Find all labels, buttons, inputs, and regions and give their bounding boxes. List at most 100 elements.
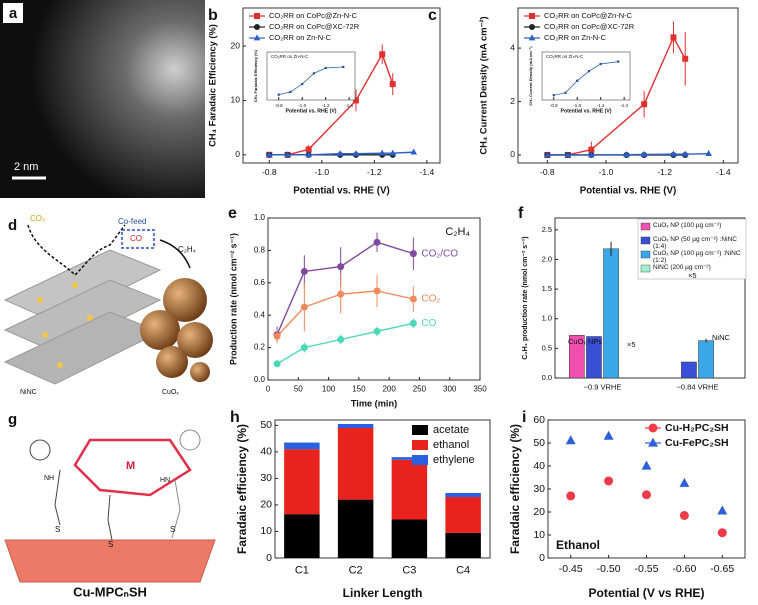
particle — [177, 322, 213, 358]
data-point — [587, 70, 591, 73]
y-axis-title: CH₄ Current Density (mA cm⁻²) — [478, 16, 488, 154]
x-tick-label: 100 — [322, 384, 336, 393]
data-point — [379, 51, 386, 58]
micrograph — [0, 0, 205, 198]
y-tick-label: 0.2 — [254, 343, 266, 352]
x-tick-label: -0.50 — [597, 563, 621, 575]
panel-letter: h — [230, 409, 240, 426]
chart-title: CO₂RR on Zn-N-C — [546, 54, 584, 59]
data-point — [301, 82, 304, 86]
bar — [586, 336, 602, 379]
data-point — [337, 336, 345, 343]
y-tick-label: 0 — [266, 552, 272, 564]
x-tick-label: -1.2 — [657, 167, 672, 177]
x-axis-title: Potential vs. RHE (V) — [580, 186, 677, 197]
data-point — [300, 344, 308, 352]
data-point — [599, 62, 602, 66]
x-tick-label: 300 — [443, 384, 457, 393]
legend-item: CuOₓ NP (100 µg cm⁻²) — [653, 222, 721, 229]
x-tick-label: -1.4 — [420, 167, 435, 177]
data-point — [273, 332, 281, 340]
x-tick-label: C3 — [402, 564, 416, 576]
site — [72, 282, 78, 288]
legend-label: CO₂RR on CoPc@Zn-N-C — [269, 11, 358, 20]
schematic-label: C₂H₄ — [178, 245, 196, 254]
bar-segment — [391, 519, 428, 558]
bar-segment — [284, 449, 320, 515]
data-point — [265, 151, 273, 158]
y-tick-label: 60 — [533, 414, 545, 426]
y-tick-label: 0.6 — [254, 278, 266, 287]
data-point — [565, 435, 576, 445]
data-point — [642, 490, 651, 500]
data-point — [552, 94, 555, 97]
phenyl — [179, 429, 201, 451]
y-tick-label: 1.0 — [254, 213, 266, 222]
x-tick-label: -1.0 — [314, 167, 329, 177]
plot-frame — [541, 51, 631, 101]
y-tick-label: 40 — [260, 446, 272, 458]
data-point — [640, 150, 648, 157]
y-tick-label: 20 — [260, 499, 272, 511]
panel-letter: f — [518, 205, 524, 222]
bar-segment — [391, 457, 428, 460]
legend-label: CO₂RR on CoPc@XC-72R — [269, 22, 360, 31]
x-tick-label: -1.0 — [298, 103, 306, 108]
panel-letter: b — [208, 7, 218, 24]
y-tick-label: 2.0 — [542, 254, 552, 263]
legend-label: ethanol — [433, 439, 469, 451]
panel-letter: g — [8, 411, 17, 428]
phenyl — [29, 439, 51, 461]
x-tick-label: -0.65 — [710, 563, 734, 575]
bar-segment — [284, 514, 320, 558]
data-point — [617, 60, 620, 63]
copper-slab — [4, 539, 216, 583]
x-tick-label: -0.8 — [540, 167, 555, 177]
legend-swatch — [412, 425, 428, 435]
linker — [107, 494, 113, 541]
data-point — [378, 149, 386, 156]
x-tick-label: 150 — [352, 384, 366, 393]
legend-item: CuOₓ NP (100 µg cm⁻²) :NiNC (1:2) — [653, 250, 741, 264]
legend-swatch — [640, 236, 651, 245]
data-point — [670, 34, 677, 41]
series-label: CO₂ — [421, 294, 440, 305]
data-point — [337, 290, 345, 298]
plot-frame — [274, 419, 491, 559]
schematic-label: Co-feed — [118, 217, 146, 226]
data-point — [603, 430, 614, 440]
x-tick-label: 200 — [382, 384, 396, 393]
y-tick-label: 0.0 — [542, 373, 552, 382]
x-tick-label: -0.8 — [550, 103, 558, 108]
schematic-d — [3, 224, 213, 385]
x-tick-label: −0.84 VRHE — [677, 382, 719, 391]
x-tick-label: 0 — [266, 384, 271, 393]
panel-letter: c — [428, 7, 437, 24]
x-tick-label: -0.60 — [672, 563, 696, 575]
series-line — [276, 322, 414, 365]
x-tick-label: -1.2 — [322, 103, 330, 108]
path-arrow — [27, 224, 126, 277]
data-point — [604, 476, 614, 486]
particle — [163, 278, 207, 322]
series-line — [278, 66, 344, 96]
legend-swatch — [640, 250, 651, 259]
panel-letter: a — [9, 5, 18, 22]
x-tick-label: -1.2 — [597, 103, 605, 108]
schematic-label: HN — [160, 477, 170, 484]
bar — [569, 335, 585, 379]
data-point — [312, 72, 316, 75]
data-point — [336, 150, 344, 157]
schematic-label: S — [170, 525, 175, 534]
legend-item: NiNC (200 µg cm⁻²) — [653, 264, 711, 271]
series-label: CO₂/CO — [421, 248, 458, 259]
linker — [54, 469, 61, 526]
data-point — [682, 55, 689, 62]
y-axis-title: Faradaic efficiency (%) — [235, 424, 249, 554]
data-point — [273, 360, 281, 368]
x-tick-label: −0.9 VRHE — [584, 382, 622, 391]
y-axis-title: CH₄ Current Density (mA cm⁻²) — [528, 46, 533, 106]
bar-segment — [445, 532, 481, 558]
x-axis-title: Potential vs. RHE (V) — [561, 108, 612, 114]
data-point — [641, 101, 648, 108]
